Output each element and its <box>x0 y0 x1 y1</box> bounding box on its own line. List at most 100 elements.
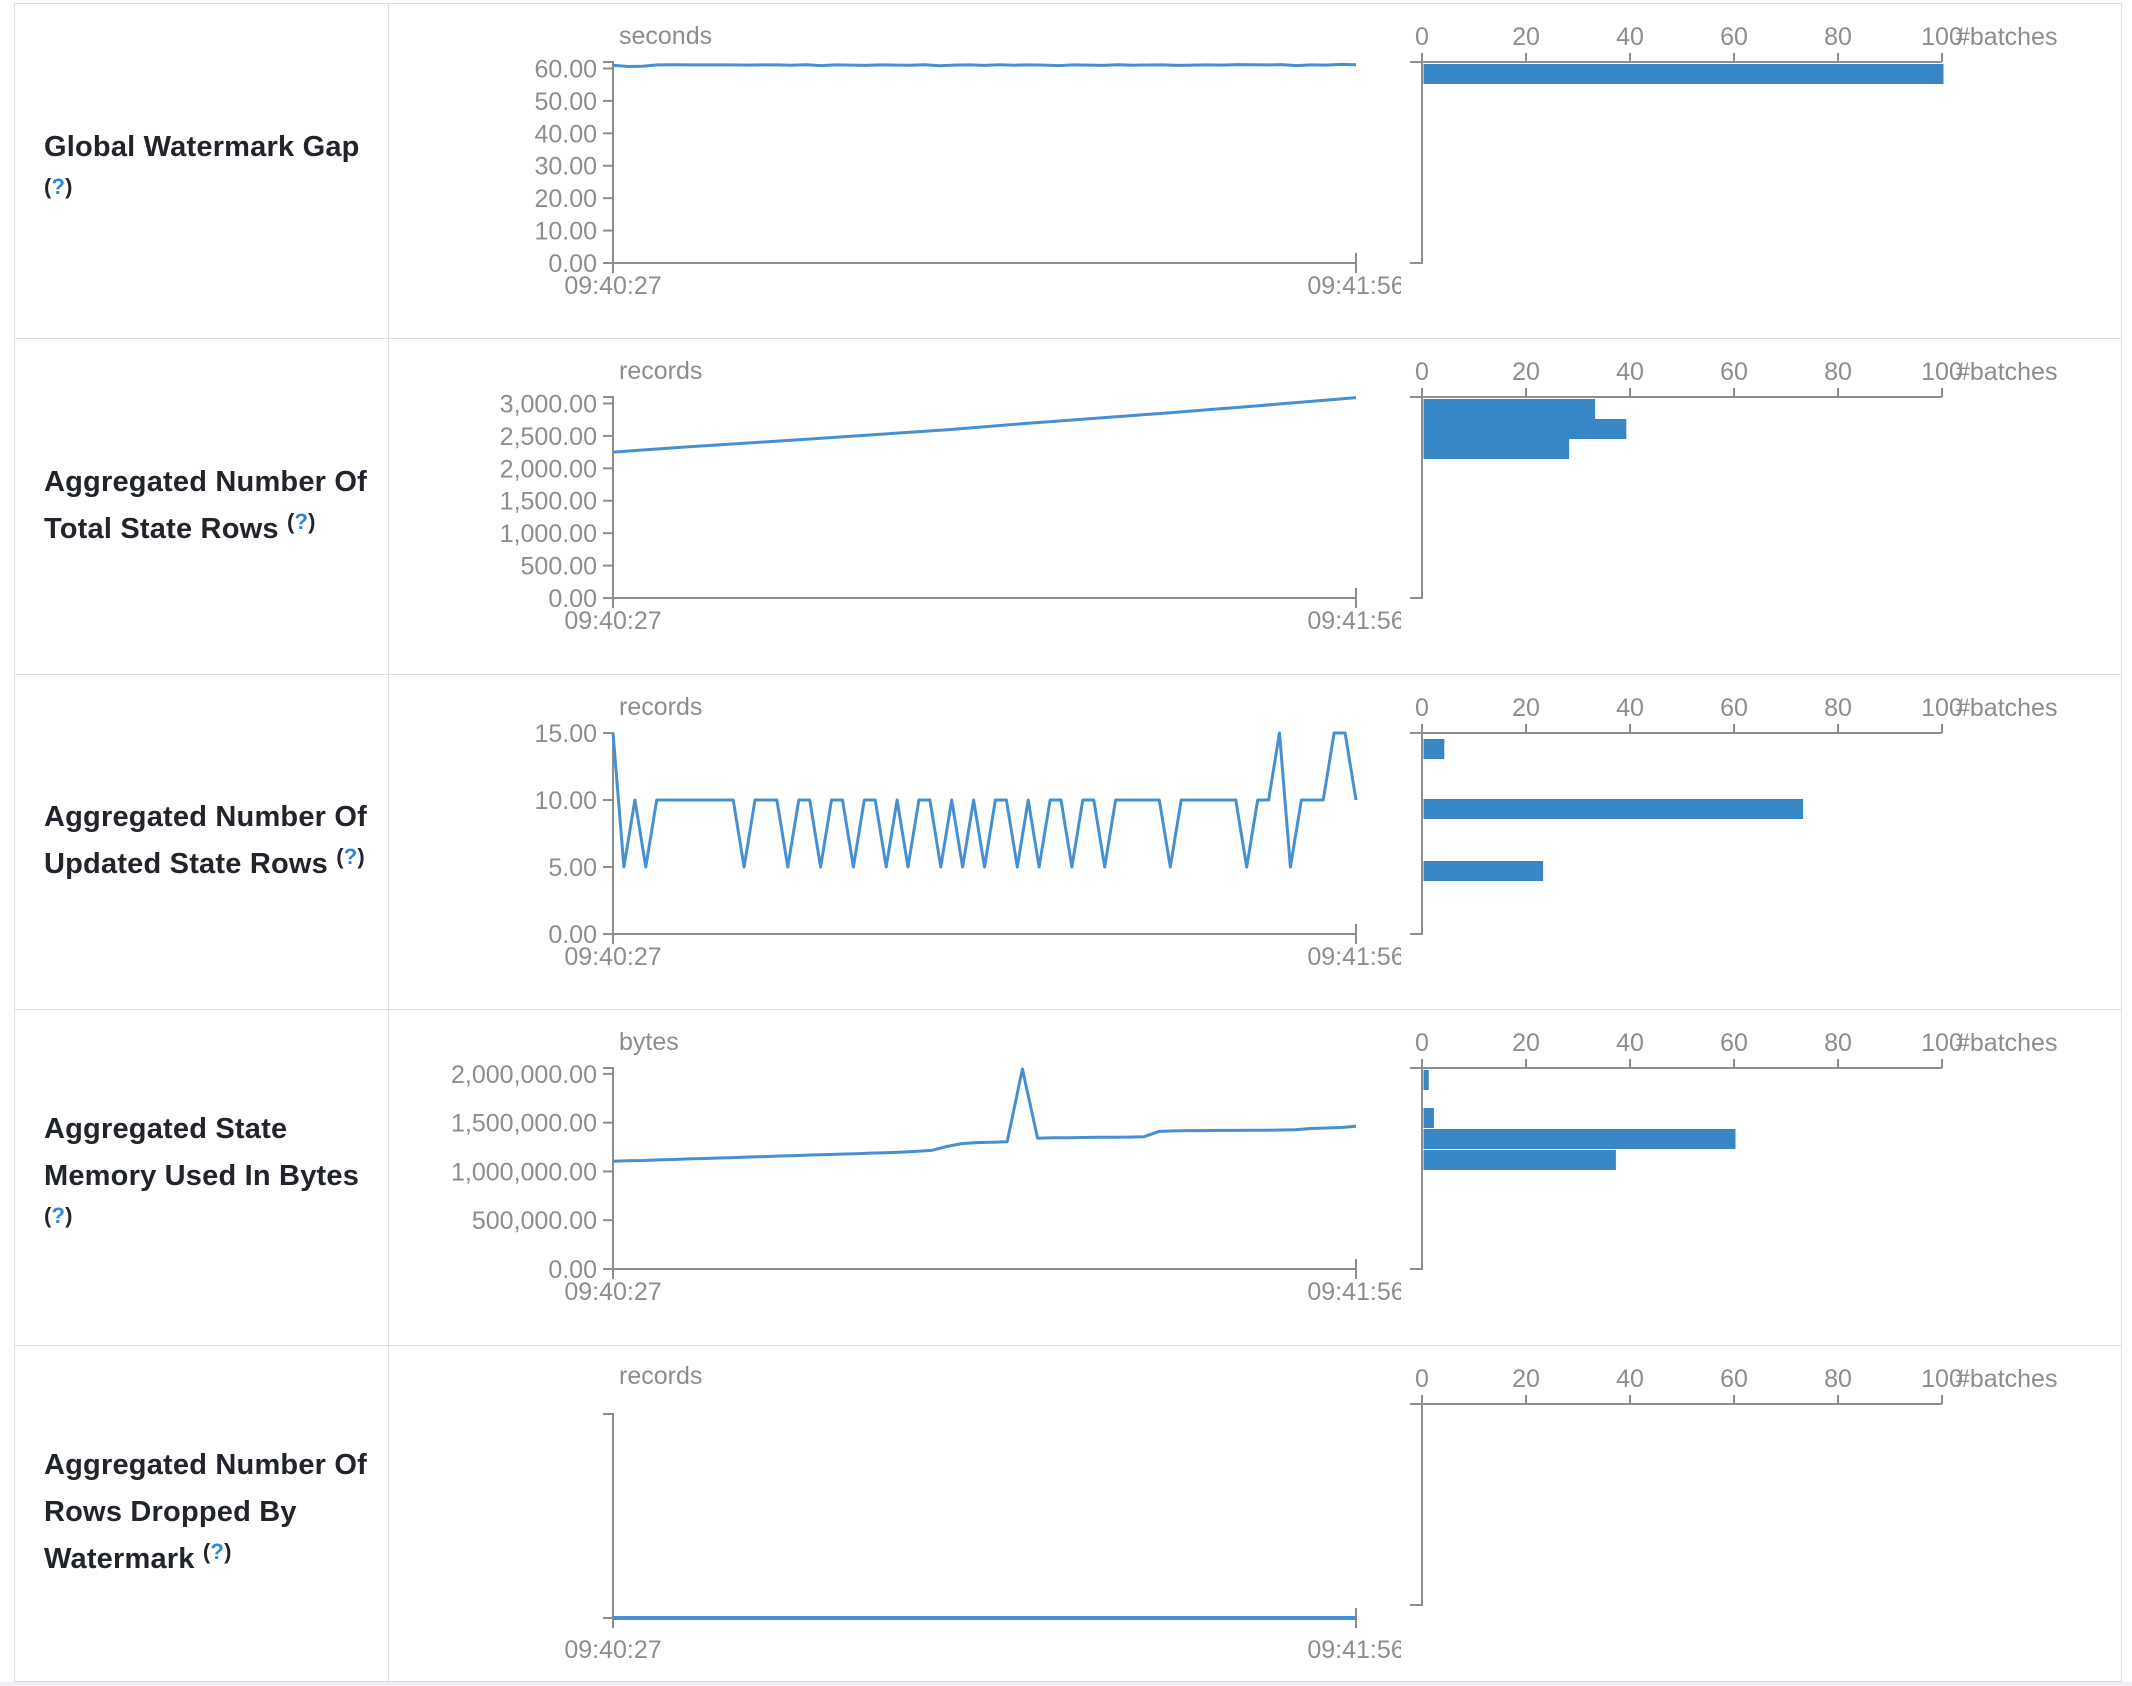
histogram-x-tick-label: 40 <box>1616 1029 1644 1057</box>
help-paren-open: ( <box>202 1539 211 1565</box>
histogram-bar <box>1423 798 1804 819</box>
y-tick-label: 30.00 <box>534 153 597 181</box>
histogram-x-tick-label: 40 <box>1616 23 1644 51</box>
y-tick-label: 2,000,000.00 <box>451 1061 597 1089</box>
table-row-aggregated-number-of-rows-dropped-by-watermark: Aggregated Number Of Rows Dropped By Wat… <box>15 1345 2121 1681</box>
y-tick-label: 40.00 <box>534 120 597 148</box>
help-paren-close: ) <box>224 1539 232 1565</box>
timeline-unit-label: records <box>619 1362 702 1390</box>
help-question-mark[interactable]: ? <box>51 1203 66 1229</box>
histogram-unit-label: #batches <box>1956 1365 2057 1393</box>
y-tick-label: 1,500.00 <box>500 488 597 516</box>
help-question-mark[interactable]: ? <box>51 173 66 199</box>
y-tick-label: 5.00 <box>548 854 597 882</box>
histogram-unit-label: #batches <box>1956 358 2057 386</box>
x-tick-label-start: 09:40:27 <box>564 607 661 635</box>
histogram-x-tick-label: 80 <box>1824 23 1852 51</box>
histogram-bar <box>1423 1070 1429 1091</box>
histogram-x-tick-label: 20 <box>1512 1365 1540 1393</box>
help-tooltip-link[interactable]: (?) <box>44 174 73 199</box>
timeline-chart-aggregated-state-memory-used-in-bytes: bytes 2,000,000.00 1,500,000.00 1,000,000.0… <box>451 1028 1401 1306</box>
histogram-x-tick-label: 100 <box>1921 694 1963 722</box>
histogram-x-tick-label: 100 <box>1921 1029 1963 1057</box>
x-tick-label-end: 09:41:56 <box>1307 943 1401 971</box>
help-question-mark[interactable]: ? <box>343 844 358 870</box>
y-tick-label: 10.00 <box>534 787 597 815</box>
metric-label-cell: Global Watermark Gap (?) <box>15 4 389 339</box>
histogram-y-axis <box>1410 61 1423 264</box>
metric-label: Aggregated Number Of Total State Rows (?… <box>44 466 368 546</box>
histogram-x-tick-label: 60 <box>1720 1029 1748 1057</box>
histogram-x-tick-label: 0 <box>1415 1029 1429 1057</box>
histogram-x-tick-label: 0 <box>1415 23 1429 51</box>
x-axis <box>612 588 1357 600</box>
table-row-aggregated-state-memory-used-in-bytes: Aggregated State Memory Used In Bytes (?… <box>15 1010 2121 1346</box>
timeline-unit-label: records <box>619 693 702 721</box>
histogram-x-tick-label: 60 <box>1720 694 1748 722</box>
help-question-mark[interactable]: ? <box>294 509 309 535</box>
y-tick-label: 1,000,000.00 <box>451 1159 597 1187</box>
help-question-mark[interactable]: ? <box>210 1539 225 1565</box>
timeline-chart-aggregated-number-of-total-state-rows: records 3,000.00 2,500.00 2,000.00 1,500.00 1… <box>500 357 1401 635</box>
histogram-x-tick-label: 80 <box>1824 694 1852 722</box>
histogram-y-axis <box>1410 396 1423 600</box>
y-tick-label: 500,000.00 <box>472 1207 597 1235</box>
help-paren-close: ) <box>65 1203 73 1229</box>
charts-cell: records 3,000.00 2,500.00 2,000.00 1,500.00 1… <box>389 339 2121 673</box>
table-row-global-watermark-gap: Global Watermark Gap (?) seconds 60.00 50.0… <box>15 4 2121 340</box>
histogram-x-tick-label: 40 <box>1616 694 1644 722</box>
histogram-bar <box>1423 860 1544 881</box>
histogram-x-tick-label: 60 <box>1720 1365 1748 1393</box>
y-tick-label: 3,000.00 <box>500 391 597 419</box>
histogram-x-tick-label: 60 <box>1720 23 1748 51</box>
help-paren-open: ( <box>44 1203 52 1229</box>
y-tick-label: 1,500,000.00 <box>451 1110 597 1138</box>
page-bottom-strip <box>0 1682 2132 1686</box>
histogram-unit-label: #batches <box>1956 694 2057 722</box>
y-axis <box>603 61 614 264</box>
histogram-chart-aggregated-number-of-total-state-rows: 0 20 40 60 80 100#batches <box>1410 358 2057 600</box>
table-row-aggregated-number-of-total-state-rows: Aggregated Number Of Total State Rows (?… <box>15 339 2121 675</box>
y-tick-label: 2,500.00 <box>500 423 597 451</box>
y-axis <box>603 1067 614 1271</box>
help-tooltip-link[interactable]: (?) <box>336 844 365 869</box>
table-row-aggregated-number-of-updated-state-rows: Aggregated Number Of Updated State Rows … <box>15 674 2121 1011</box>
x-tick-label-start: 09:40:27 <box>564 943 661 971</box>
histogram-y-axis <box>1410 731 1423 935</box>
histogram-bar <box>1423 399 1596 420</box>
help-tooltip-link[interactable]: (?) <box>203 1539 232 1564</box>
y-tick-label: 0.00 <box>548 921 597 949</box>
metric-label: Aggregated Number Of Rows Dropped By Wat… <box>44 1449 368 1576</box>
histogram-chart-aggregated-number-of-updated-state-rows: 0 20 40 60 80 100#batches <box>1410 694 2057 935</box>
y-tick-label: 60.00 <box>534 55 597 83</box>
histogram-x-tick-label: 80 <box>1824 1365 1852 1393</box>
y-tick-label: 10.00 <box>534 218 597 246</box>
help-paren-close: ) <box>65 173 73 199</box>
y-tick-label: 0.00 <box>548 250 597 278</box>
histogram-y-axis <box>1410 1067 1423 1271</box>
timeline-unit-label: bytes <box>619 1028 679 1056</box>
metric-label-cell: Aggregated Number Of Updated State Rows … <box>15 674 389 1010</box>
histogram-x-tick-label: 20 <box>1512 1029 1540 1057</box>
histogram-x-tick-label: 40 <box>1616 358 1644 386</box>
histogram-x-tick-label: 80 <box>1824 1029 1852 1057</box>
histogram-bar <box>1423 419 1627 440</box>
y-tick-label: 0.00 <box>548 1256 597 1284</box>
help-tooltip-link[interactable]: (?) <box>44 1203 73 1228</box>
histogram-unit-label: #batches <box>1956 23 2057 51</box>
histogram-chart-aggregated-state-memory-used-in-bytes: 0 20 40 60 80 100#batches <box>1410 1029 2057 1271</box>
histogram-y-axis <box>1410 1402 1423 1606</box>
histogram-x-tick-label: 40 <box>1616 1365 1644 1393</box>
histogram-bar <box>1423 1108 1434 1129</box>
histogram-x-tick-label: 0 <box>1415 1365 1429 1393</box>
timeline-unit-label: seconds <box>619 22 712 50</box>
y-tick-label: 1,000.00 <box>500 521 597 549</box>
histogram-x-tick-label: 100 <box>1921 1365 1963 1393</box>
metric-label: Aggregated State Memory Used In Bytes (?… <box>44 1113 360 1229</box>
help-tooltip-link[interactable]: (?) <box>287 509 316 534</box>
metric-label-cell: Aggregated Number Of Total State Rows (?… <box>15 339 389 674</box>
y-tick-label: 500.00 <box>521 553 597 581</box>
x-tick-label-start: 09:40:27 <box>564 1636 661 1664</box>
x-axis <box>612 1259 1357 1271</box>
streaming-metrics-table: Global Watermark Gap (?) seconds 60.00 50.0… <box>14 3 2122 1682</box>
